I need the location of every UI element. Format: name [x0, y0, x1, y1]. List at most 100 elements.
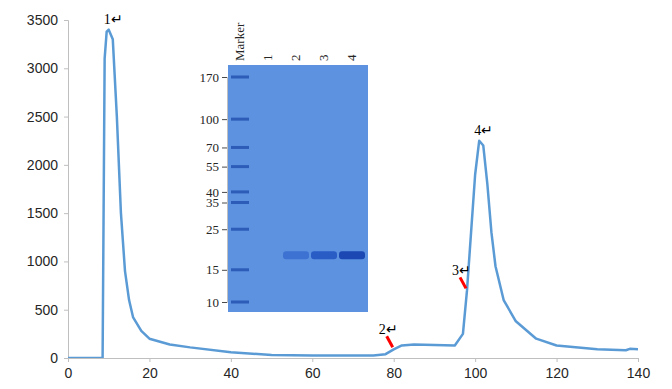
annotation-label: 1↵: [104, 12, 123, 27]
gel-bands: [231, 76, 365, 304]
tick-mark: [638, 358, 639, 362]
tick-mark: [64, 213, 68, 214]
gel-inset: 17010070554035251510Marker1234: [200, 22, 369, 312]
ladder-band: [231, 146, 249, 149]
tick-label: 0: [50, 350, 58, 366]
tick-mark: [64, 117, 68, 118]
tick-label: 35: [206, 195, 219, 210]
tick: 3500: [27, 12, 68, 28]
tick: 80: [386, 358, 402, 381]
ladder-band: [231, 301, 249, 304]
tick-label: 10: [206, 295, 219, 310]
tick: 25: [206, 222, 227, 237]
annotation-arrow: [460, 277, 466, 288]
tick: 60: [305, 358, 321, 381]
tick-mark: [222, 229, 227, 230]
axis-line: [64, 21, 69, 359]
tick-mark: [149, 358, 150, 362]
tick: 70: [206, 140, 227, 155]
tick-label: 1500: [27, 205, 58, 221]
tick-label: 80: [386, 365, 402, 381]
tick: 140: [627, 358, 651, 381]
lane-label: Marker: [232, 22, 247, 61]
tick-mark: [64, 165, 68, 166]
tick: 500: [35, 302, 68, 318]
tick-label: 100: [464, 365, 488, 381]
tick: 120: [545, 358, 569, 381]
tick: 100: [200, 112, 228, 127]
tick: 2000: [27, 157, 68, 173]
lane-label: 4: [344, 54, 359, 61]
tick-mark: [222, 203, 227, 204]
tick-label: 25: [206, 222, 219, 237]
protein-band: [339, 251, 365, 259]
gel-background: [228, 65, 368, 312]
tick-label: 3500: [27, 12, 58, 28]
annotation-label: 2↵: [379, 322, 398, 337]
tick-label: 100: [200, 112, 220, 127]
tick-label: 55: [206, 159, 219, 174]
tick-label: 140: [627, 365, 651, 381]
tick: 2500: [27, 109, 68, 125]
axis-line: [69, 359, 639, 363]
lane-label: 2: [288, 55, 303, 62]
tick-label: 120: [545, 365, 569, 381]
tick-label: 2000: [27, 157, 58, 173]
tick-mark: [222, 147, 227, 148]
ladder-band: [231, 268, 249, 271]
tick: 15: [206, 262, 227, 277]
protein-band: [311, 251, 337, 259]
tick-mark: [64, 358, 68, 359]
x-axis: 0 20 40 60 80 100 120 140: [65, 358, 651, 381]
tick: 1000: [27, 253, 68, 269]
tick-mark: [231, 358, 232, 362]
tick-mark: [222, 270, 227, 271]
axis-line: [222, 78, 228, 303]
tick-label: 0: [65, 365, 73, 381]
tick-label: 2500: [27, 109, 58, 125]
tick: 3000: [27, 60, 68, 76]
tick: 10: [206, 295, 227, 310]
tick-label: 20: [142, 365, 158, 381]
tick-label: 170: [200, 70, 220, 85]
tick-label: 500: [35, 302, 59, 318]
tick: 0: [50, 350, 68, 366]
tick-label: 3000: [27, 60, 58, 76]
annotation-label: 4↵: [474, 123, 493, 138]
tick-label: 40: [224, 365, 240, 381]
tick-mark: [64, 68, 68, 69]
tick-mark: [312, 358, 313, 362]
tick: 0: [65, 358, 73, 381]
annotation-arrow: [387, 336, 393, 347]
tick: 1500: [27, 205, 68, 221]
tick: 20: [142, 358, 158, 381]
ladder-band: [231, 201, 249, 204]
tick-mark: [222, 77, 227, 78]
tick-label: 15: [206, 262, 219, 277]
tick-mark: [222, 192, 227, 193]
protein-band: [283, 251, 309, 259]
ladder-band: [231, 228, 249, 231]
tick-mark: [64, 310, 68, 311]
tick: 55: [206, 159, 227, 174]
tick-mark: [64, 20, 68, 21]
tick-mark: [64, 261, 68, 262]
tick: 170: [200, 70, 228, 85]
tick-label: 70: [206, 140, 219, 155]
tick-mark: [475, 358, 476, 362]
y-axis: 0 500 1000 1500 2000 2500 3000 3500: [27, 12, 69, 366]
tick: 100: [464, 358, 488, 381]
tick-label: 1000: [27, 253, 58, 269]
lane-label: 1: [260, 55, 275, 62]
plot-area: [68, 30, 638, 358]
ladder-band: [231, 165, 249, 168]
annotation-label: 3↵: [452, 263, 471, 278]
tick-mark: [222, 167, 227, 168]
lane-label: 3: [316, 55, 331, 62]
series-line: [68, 30, 638, 358]
tick-mark: [557, 358, 558, 362]
tick-mark: [222, 302, 227, 303]
tick: 40: [224, 358, 240, 381]
tick: 35: [206, 195, 227, 210]
tick-mark: [394, 358, 395, 362]
